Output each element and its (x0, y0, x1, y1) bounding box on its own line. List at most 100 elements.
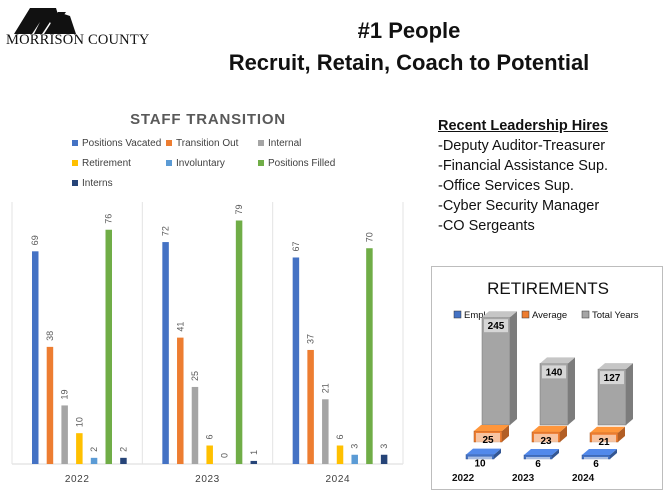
value-label-box (484, 319, 508, 333)
bar (105, 229, 112, 464)
morrison-county-logo-icon (14, 8, 76, 34)
x-tick-label: 2023 (512, 473, 535, 484)
bar (322, 399, 329, 464)
bar-3d-top (540, 357, 575, 364)
bar-value-label: 3 (379, 444, 389, 449)
bar (177, 337, 184, 464)
bar-value-label: 67 (291, 241, 301, 251)
bar-value-label: 19 (60, 389, 70, 399)
bar-3d-top (532, 425, 567, 432)
bar-3d-side (618, 426, 625, 442)
legend-label: Total Years (592, 310, 639, 321)
leadership-hires-heading: Recent Leadership Hires (438, 118, 609, 134)
legend-label: Retirement (82, 158, 131, 169)
bar (32, 251, 39, 464)
legend-label: Internal (268, 138, 301, 149)
bar-3d-side (510, 311, 517, 425)
value-label-box (468, 456, 492, 470)
bar-value-label: 21 (598, 437, 610, 448)
bar (336, 445, 344, 464)
bar-value-label: 0 (219, 453, 229, 458)
bar-3d-side (626, 363, 633, 425)
staff-transition-chart: STAFF TRANSITION Positions Vacated Transit… (11, 111, 404, 485)
legend-swatch (581, 310, 590, 319)
bar-value-label: 25 (482, 435, 494, 446)
legend-swatch (453, 310, 462, 319)
retirements-chart: RETIREMENTSEmployeesAverageTotal Years24… (452, 279, 639, 484)
bar-value-label: 2 (89, 447, 99, 452)
x-tick-label: 2023 (195, 474, 220, 485)
bar-3d-top (474, 425, 509, 431)
bar-value-label: 3 (350, 444, 360, 449)
bar-3d-top (524, 449, 559, 455)
bar-value-label: 2 (118, 447, 128, 452)
bar-value-label: 41 (175, 322, 185, 332)
value-label-box (584, 457, 608, 470)
x-tick-label: 2022 (65, 474, 90, 485)
bar (292, 257, 300, 464)
legend-swatch (166, 140, 172, 146)
legend-swatch (166, 160, 172, 166)
legend-swatch (521, 310, 530, 319)
bar (120, 457, 127, 464)
bar (380, 454, 388, 464)
bar-value-label: 6 (335, 434, 345, 439)
page-title: #1 People (357, 18, 461, 43)
value-label-box (600, 371, 624, 385)
bar-3d-top (582, 449, 617, 455)
bar-value-label: 1 (249, 450, 259, 455)
bar-value-label: 70 (364, 232, 374, 242)
legend-label: Interns (82, 178, 113, 189)
leadership-hire-item: -CO Sergeants (438, 218, 535, 234)
legend-swatch (72, 140, 78, 146)
bar (307, 349, 314, 464)
value-label-box (476, 433, 500, 446)
bar-value-label: 6 (205, 434, 215, 439)
bar-value-label: 79 (234, 204, 244, 214)
leadership-hire-item: -Financial Assistance Sup. (438, 158, 609, 174)
bar-3d-top (482, 311, 517, 318)
value-label-box (534, 433, 558, 447)
bar-value-label: 127 (604, 373, 621, 384)
bar (351, 454, 358, 464)
logo-text: MORRISON COUNTY (6, 32, 150, 48)
bar-3d-front (481, 316, 511, 426)
legend-label: Involuntary (176, 158, 225, 169)
bar-3d-side (494, 448, 501, 459)
retirements-panel: RETIREMENTSEmployeesAverageTotal Years24… (431, 266, 663, 490)
bar (46, 346, 54, 464)
bar-value-label: 72 (161, 226, 171, 236)
legend-label: Positions Vacated (82, 138, 161, 149)
bar-value-label: 140 (546, 367, 563, 378)
page-subtitle: Recruit, Retain, Coach to Potential (228, 50, 590, 75)
bar-value-label: 10 (74, 417, 84, 427)
legend-swatch (258, 160, 264, 166)
bar-value-label: 37 (306, 334, 316, 344)
bar (250, 460, 258, 464)
bar-3d-top (466, 448, 501, 455)
value-label-box (542, 365, 566, 379)
x-tick-label: 2022 (452, 473, 475, 484)
legend-swatch (72, 180, 78, 186)
value-label-box (526, 457, 550, 470)
bar-value-label: 23 (540, 436, 552, 447)
leadership-hire-item: -Office Services Sup. (438, 178, 574, 194)
bar (76, 433, 83, 464)
bar (191, 386, 199, 464)
x-tick-label: 2024 (572, 473, 595, 484)
bar-3d-top (598, 363, 633, 370)
value-label-box (592, 434, 616, 448)
legend-swatch (72, 160, 78, 166)
bar-value-label: 6 (535, 459, 541, 470)
bar-value-label: 25 (190, 371, 200, 381)
bar (366, 248, 373, 464)
bar (90, 457, 98, 464)
leadership-hire-item: -Deputy Auditor-Treasurer (438, 138, 606, 154)
bar-value-label: 76 (104, 214, 114, 224)
bar-value-label: 69 (30, 235, 40, 245)
bar (61, 405, 68, 464)
legend-label: Transition Out (176, 138, 239, 149)
staff-chart-title: STAFF TRANSITION (130, 111, 286, 128)
retirements-chart-title: RETIREMENTS (487, 279, 609, 298)
bar-3d-side (552, 449, 559, 459)
